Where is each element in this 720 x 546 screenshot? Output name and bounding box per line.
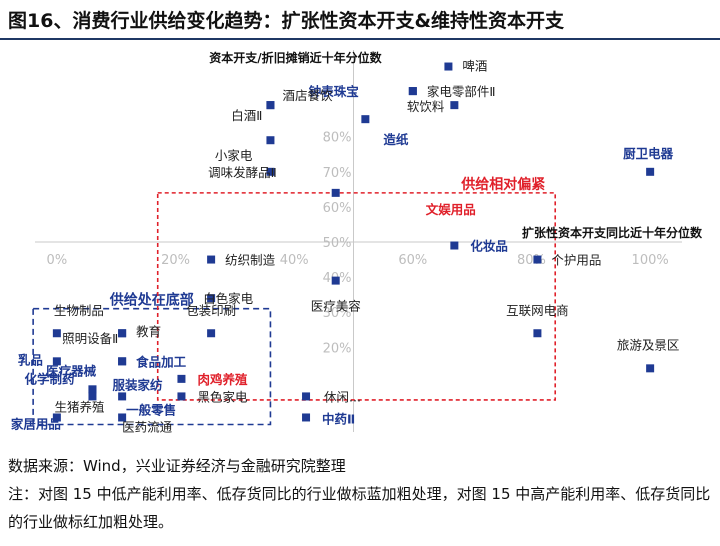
data-point — [88, 385, 97, 394]
data-label: 啤酒 — [462, 59, 487, 74]
x-tick-label: 0% — [47, 253, 68, 268]
data-label: 造纸 — [383, 132, 409, 147]
data-label: 调味发酵品Ⅱ — [208, 165, 277, 180]
data-point — [361, 115, 370, 124]
data-point — [88, 392, 97, 401]
data-point — [118, 357, 127, 366]
y-tick-label: 80% — [323, 131, 352, 146]
data-label: 旅游及景区 — [617, 337, 680, 352]
data-point — [646, 167, 655, 176]
data-point — [118, 392, 127, 401]
data-source: 数据来源：Wind，兴业证券经济与金融研究院整理 — [8, 457, 346, 475]
data-point — [444, 62, 453, 71]
data-label: 一般零售 — [126, 402, 176, 417]
data-label: 食品加工 — [135, 354, 187, 369]
data-point — [266, 167, 275, 176]
data-point — [302, 413, 311, 422]
regions: 供给处在底部 供给相对偏紧 — [32, 176, 557, 426]
data-label: 纺织制造 — [225, 253, 276, 268]
data-label: 中药Ⅱ — [322, 411, 355, 426]
x-axis-title: 扩张性资本开支同比近十年分位数 — [522, 225, 703, 240]
data-point — [52, 329, 61, 338]
data-point — [177, 392, 186, 401]
data-label: 医药流通 — [122, 419, 173, 434]
data-label: 文娱用品 — [426, 202, 476, 217]
data-point — [646, 364, 655, 373]
y-tick-label: 30% — [323, 306, 352, 321]
figure-title: 图16、消费行业供给变化趋势：扩张性资本开支&维持性资本开支 — [8, 10, 565, 32]
data-point — [207, 255, 216, 264]
region-box-1 — [156, 192, 557, 401]
data-label: 服装家纺 — [112, 377, 163, 392]
data-label: 白色家电 — [203, 291, 254, 306]
region-label-0: 供给处在底部 — [109, 292, 194, 309]
data-point — [331, 276, 340, 285]
data-label: 家电零部件Ⅱ — [427, 84, 496, 99]
data-point — [52, 357, 61, 366]
y-tick-label: 20% — [323, 341, 352, 356]
y-axis-title: 资本开支/折旧摊销近十年分位数 — [209, 50, 382, 65]
data-point — [533, 255, 542, 264]
data-label: 休闲... — [324, 389, 361, 404]
data-point — [266, 136, 275, 145]
data-label: 钟表珠宝 — [309, 84, 359, 99]
x-tick-label: 40% — [280, 253, 309, 268]
data-point — [450, 241, 459, 250]
data-point — [207, 294, 216, 303]
data-point — [302, 392, 311, 401]
data-label: 软饮料 — [407, 99, 445, 114]
data-points — [52, 62, 655, 422]
data-label: 小家电 — [215, 148, 253, 163]
data-point — [331, 188, 340, 197]
data-label: 生物制品 — [54, 303, 104, 318]
data-label: 酒店餐饮 — [282, 88, 333, 103]
data-point — [177, 374, 186, 383]
axes — [35, 50, 682, 432]
data-label: 包装印刷 — [186, 303, 236, 318]
data-point — [533, 329, 542, 338]
data-point — [207, 329, 216, 338]
tick-labels: 0%20%40%60%80%100%20%30%40%50%60%70%80% — [47, 131, 669, 357]
data-label: 生猪养殖 — [54, 399, 104, 414]
data-point — [118, 329, 127, 338]
data-label: 照明设备Ⅱ — [62, 331, 118, 346]
data-point — [408, 87, 417, 96]
data-label: 化学制药 — [24, 371, 75, 386]
chart-note: 注：对图 15 中低产能利用率、低存货同比的行业做标蓝加粗处理，对图 15 中高… — [8, 485, 711, 531]
data-label: 个护用品 — [551, 253, 601, 268]
data-label: 互联网电商 — [506, 303, 569, 318]
x-tick-label: 60% — [398, 253, 427, 268]
data-label: 肉鸡养殖 — [197, 372, 248, 387]
y-tick-label: 70% — [323, 166, 352, 181]
data-label: 医疗器械 — [46, 363, 97, 378]
data-point — [266, 101, 275, 110]
data-label: 黑色家电 — [197, 389, 248, 404]
title-divider — [0, 38, 720, 40]
data-label: 白酒Ⅱ — [231, 108, 262, 123]
y-tick-label: 50% — [323, 236, 352, 251]
data-label: 教育 — [136, 324, 161, 339]
x-tick-label: 100% — [632, 253, 669, 268]
data-label: 厨卫电器 — [623, 146, 674, 161]
data-label: 乳品 — [18, 352, 43, 367]
x-tick-label: 80% — [517, 253, 546, 268]
data-point — [118, 413, 127, 422]
y-tick-label: 60% — [323, 201, 352, 216]
data-point — [52, 413, 61, 422]
data-label: 医疗美容 — [311, 299, 361, 314]
region-box-0 — [32, 307, 272, 426]
region-label-1: 供给相对偏紧 — [460, 176, 545, 193]
data-label: 家居用品 — [11, 416, 61, 431]
data-label: 化妆品 — [470, 239, 508, 254]
data-point — [450, 101, 459, 110]
x-tick-label: 20% — [161, 253, 190, 268]
